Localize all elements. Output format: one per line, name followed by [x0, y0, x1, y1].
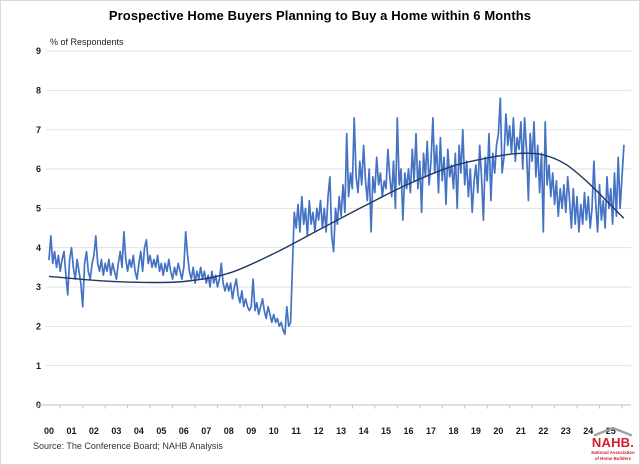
x-tick-label: 22 [538, 426, 548, 436]
y-tick-label: 1 [36, 361, 41, 371]
x-tick-label: 14 [359, 426, 369, 436]
x-tick-label: 20 [493, 426, 503, 436]
x-tick-label: 17 [426, 426, 436, 436]
nahb-logo-text: NAHB. [591, 435, 635, 450]
y-tick-label: 6 [36, 164, 41, 174]
x-tick-label: 10 [269, 426, 279, 436]
x-tick-label: 15 [381, 426, 391, 436]
x-tick-label: 02 [89, 426, 99, 436]
x-tick-label: 13 [336, 426, 346, 436]
y-tick-label: 7 [36, 125, 41, 135]
y-tick-label: 5 [36, 204, 41, 214]
x-tick-label: 18 [448, 426, 458, 436]
x-tick-label: 05 [156, 426, 166, 436]
y-tick-label: 8 [36, 86, 41, 96]
x-tick-label: 03 [111, 426, 121, 436]
x-tick-label: 04 [134, 426, 144, 436]
x-tick-label: 09 [246, 426, 256, 436]
nahb-roof-icon [593, 426, 633, 437]
x-tick-label: 12 [314, 426, 324, 436]
x-tick-label: 01 [66, 426, 76, 436]
x-tick-label: 19 [471, 426, 481, 436]
y-tick-label: 3 [36, 282, 41, 292]
x-tick-label: 24 [583, 426, 593, 436]
x-tick-label: 08 [224, 426, 234, 436]
trend-line [48, 152, 625, 284]
x-tick-label: 25 [606, 426, 616, 436]
x-tick-label: 00 [44, 426, 54, 436]
nahb-logo: NAHB. National Association of Home Build… [590, 426, 636, 461]
x-tick-label: 06 [179, 426, 189, 436]
data-series-line [48, 97, 625, 336]
y-axis-unit-label: % of Respondents [50, 37, 124, 47]
x-tick-label: 16 [404, 426, 414, 436]
y-tick-label: 4 [36, 243, 41, 253]
x-tick-label: 21 [516, 426, 526, 436]
nahb-logo-caption: National Association of Home Builders [590, 450, 636, 461]
chart-title: Prospective Home Buyers Planning to Buy … [108, 8, 532, 23]
y-tick-label: 2 [36, 322, 41, 332]
y-tick-label: 9 [36, 46, 41, 56]
nahb-caption-line1: National Association [591, 450, 635, 455]
nahb-caption-line2: of Home Builders [594, 455, 632, 461]
x-tick-label: 23 [561, 426, 571, 436]
x-tick-label: 11 [291, 426, 301, 436]
x-tick-label: 07 [201, 426, 211, 436]
source-note: Source: The Conference Board; NAHB Analy… [33, 441, 223, 451]
